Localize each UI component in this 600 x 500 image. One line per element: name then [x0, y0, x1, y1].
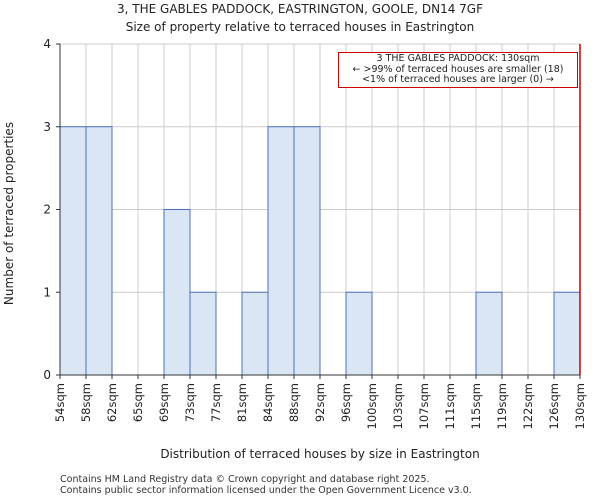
bar [163, 209, 191, 376]
annotation-line2: ← >99% of terraced houses are smaller (1… [352, 63, 564, 75]
x-tick-label: 69sqm [157, 383, 171, 422]
y-axis-title: Number of terraced properties [2, 122, 16, 305]
bar [189, 291, 217, 376]
x-tick-label: 58sqm [79, 383, 93, 422]
y-tick-label: 2 [43, 203, 51, 217]
y-tick-label: 3 [43, 120, 51, 134]
x-tick-label: 107sqm [417, 383, 431, 429]
x-tick-label: 96sqm [339, 383, 353, 422]
y-tick-label: 4 [43, 37, 51, 51]
chart-title-line1: 3, THE GABLES PADDOCK, EASTRINGTON, GOOL… [117, 2, 483, 16]
x-tick-label: 84sqm [261, 383, 275, 422]
bar [267, 126, 295, 376]
y-tick-label: 0 [43, 368, 51, 382]
bar [241, 291, 269, 376]
x-tick-label: 115sqm [469, 383, 483, 429]
x-tick-label: 111sqm [443, 383, 457, 429]
x-tick-label: 73sqm [183, 383, 197, 422]
x-tick-label: 62sqm [105, 383, 119, 422]
bar [85, 126, 113, 376]
x-tick-label: 65sqm [131, 383, 145, 422]
x-tick-label: 81sqm [235, 383, 249, 422]
footer-line1: Contains HM Land Registry data © Crown c… [60, 474, 430, 485]
x-axis-title: Distribution of terraced houses by size … [160, 447, 479, 461]
x-tick-label: 119sqm [495, 383, 509, 429]
x-tick-label: 92sqm [313, 383, 327, 422]
x-tick-label: 130sqm [573, 383, 587, 429]
x-tick-label: 103sqm [391, 383, 405, 429]
bar [293, 126, 321, 376]
x-tick-label: 88sqm [287, 383, 301, 422]
x-tick-label: 100sqm [365, 383, 379, 429]
annotation-line1: 3 THE GABLES PADDOCK: 130sqm [376, 53, 540, 64]
bar [59, 126, 87, 376]
x-tick-label: 126sqm [547, 383, 561, 429]
bar [475, 291, 503, 376]
y-tick-label: 1 [43, 285, 51, 299]
chart-title-line2: Size of property relative to terraced ho… [125, 20, 475, 34]
footer-line2: Contains public sector information licen… [60, 485, 472, 496]
bar [553, 291, 581, 376]
annotation-line3: <1% of terraced houses are larger (0) → [362, 74, 554, 85]
x-tick-label: 54sqm [53, 383, 67, 422]
x-tick-label: 77sqm [209, 383, 223, 422]
x-tick-label: 122sqm [521, 383, 535, 429]
bar [345, 291, 373, 376]
annotation-box: 3 THE GABLES PADDOCK: 130sqm ← >99% of t… [338, 52, 578, 88]
